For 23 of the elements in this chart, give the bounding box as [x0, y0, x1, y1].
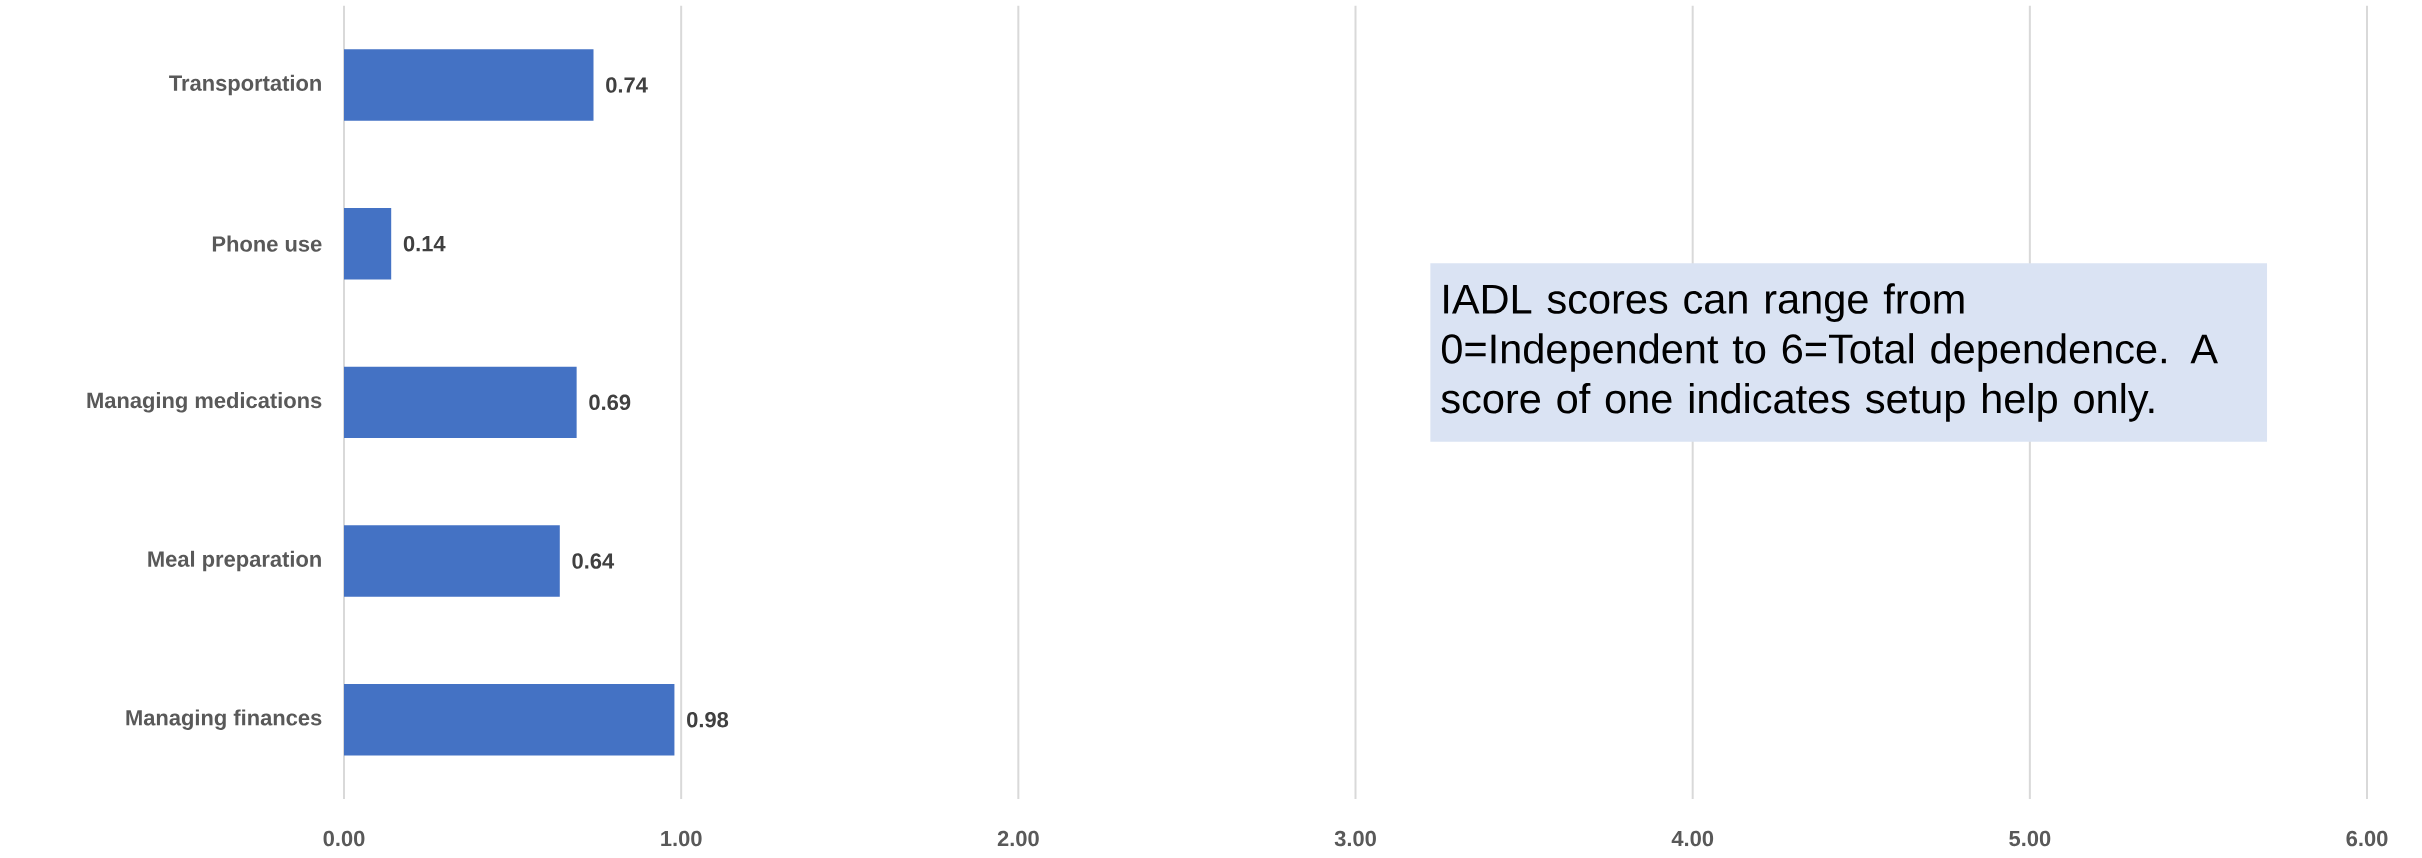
- x-tick-label: 3.00: [1334, 830, 1376, 847]
- data-label: 0.74: [606, 77, 648, 93]
- data-label: 0.69: [589, 394, 631, 411]
- bar: [344, 366, 577, 439]
- data-label: 0.64: [572, 553, 615, 569]
- data-label: 0.98: [687, 711, 729, 728]
- y-tick-label: Meal preparation: [148, 550, 321, 572]
- x-tick-label: 6.00: [2346, 830, 2388, 847]
- x-tick-label: 2.00: [997, 830, 1039, 847]
- bar: [344, 207, 392, 280]
- y-tick-label: Phone use: [212, 235, 322, 252]
- y-tick-label: Managing medications: [87, 392, 322, 413]
- annotation: IADL scores can range from 0=Independent to 6=Total dependence. A score of one indicates setup help only.: [1441, 283, 2218, 422]
- x-tick-label: 1.00: [661, 830, 702, 847]
- bar: [344, 49, 594, 121]
- bar: [344, 525, 560, 597]
- y-tick-label: Transportation: [169, 74, 321, 96]
- x-tick-label: 5.00: [2009, 830, 2051, 847]
- x-tick-label: 0.00: [323, 830, 365, 847]
- x-tick-label: 4.00: [1671, 830, 1714, 847]
- y-tick-label: Managing finances: [126, 709, 322, 730]
- data-label: 0.14: [403, 235, 446, 252]
- bar: [344, 683, 675, 756]
